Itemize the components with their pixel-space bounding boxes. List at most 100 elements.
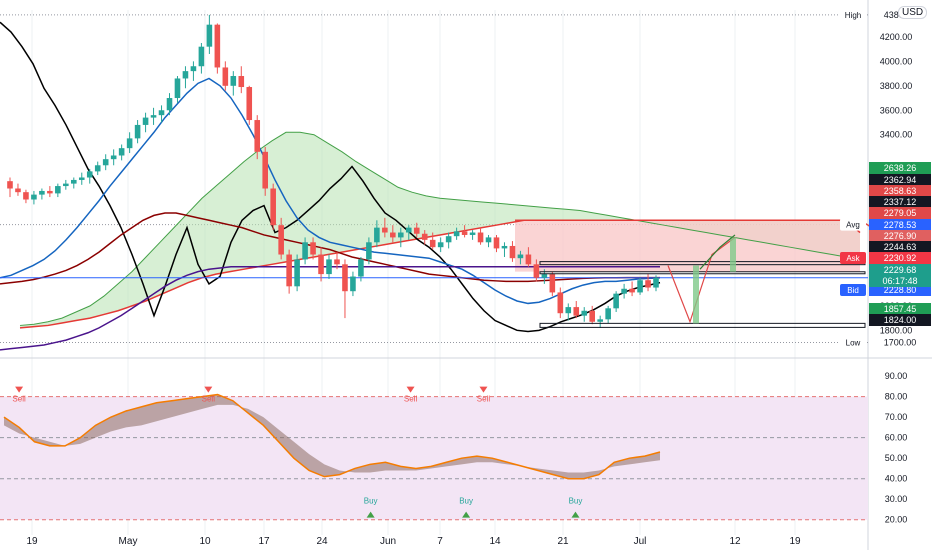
projection-bar (730, 237, 736, 272)
candle-body (597, 319, 603, 322)
sell-marker (479, 386, 488, 393)
x-axis-label: 19 (789, 536, 801, 547)
osc-tick-label: 50.00 (885, 453, 908, 463)
price-value-tag-text: 2279.05 (884, 208, 917, 218)
candle-body (118, 148, 125, 156)
price-value-tag-text: 2278.53 (884, 220, 917, 230)
countdown-bg (869, 275, 931, 287)
oscillator-fill (4, 394, 660, 479)
price-value-tag-bg (869, 162, 931, 174)
price-value-tag-text: 2230.92 (884, 253, 917, 263)
x-axis-label: 7 (437, 536, 443, 547)
candle-body (254, 120, 261, 152)
osc-tick-label: 90.00 (885, 371, 908, 381)
avg-label-text: Avg (846, 221, 860, 230)
buy-label: Buy (364, 496, 378, 505)
price-value-tag-bg (869, 264, 931, 276)
x-axis-label: Jul (634, 536, 647, 547)
sell-marker (15, 386, 24, 393)
candle-body (15, 188, 21, 193)
candle-body (294, 259, 300, 287)
candle-body (421, 233, 428, 240)
price-value-tag-text: 1857.45 (884, 304, 917, 314)
indicator-line-1 (0, 77, 661, 305)
projection-bar (693, 265, 699, 324)
candle-body (645, 280, 651, 288)
currency-button[interactable]: USD (898, 6, 928, 19)
sell-label: Sell (404, 395, 418, 404)
candle-body (238, 76, 245, 88)
candle-body (126, 138, 133, 149)
candle-body (565, 307, 572, 314)
candle-body (86, 171, 93, 178)
sell-marker (406, 386, 415, 393)
candle-body (366, 242, 372, 260)
candle-body (374, 227, 380, 243)
osc-tick-label: 20.00 (885, 515, 908, 525)
candle-body (78, 177, 85, 180)
x-axis-label: 24 (316, 536, 328, 547)
buy-label: Buy (569, 496, 583, 505)
price-value-tag-bg (869, 314, 931, 326)
buy-marker (571, 511, 580, 518)
price-value-tag-text: 2638.26 (884, 163, 917, 173)
price-value-tag-bg (869, 174, 931, 186)
x-axis-label: Jun (380, 536, 396, 547)
candle-body (501, 245, 508, 249)
candle-body (621, 288, 627, 294)
price-value-tag: 2358.63 (869, 185, 931, 197)
price-value-tag-text: 2244.63 (884, 242, 917, 252)
candle-body (549, 274, 556, 293)
avg-label: Avg (840, 218, 866, 231)
low-label-bg (840, 336, 866, 349)
price-tick-label: 1800.00 (880, 325, 913, 335)
candle-body (158, 110, 165, 116)
price-value-tag-text: 2362.94 (884, 175, 917, 185)
x-axis-label: 10 (199, 536, 211, 547)
x-axis-label: 17 (258, 536, 270, 547)
bid-label-bg (840, 284, 866, 296)
ask-label: Ask (840, 252, 866, 264)
price-value-tag-bg (869, 185, 931, 197)
high-label-text: High (845, 11, 861, 20)
candle-body (453, 231, 460, 237)
price-value-tag-bg (869, 219, 931, 231)
price-value-tag: 1824.00 (869, 314, 931, 326)
candle-body (102, 159, 109, 166)
candle-body (206, 24, 213, 47)
candle-body (342, 264, 348, 292)
candle-body (573, 307, 580, 316)
candle-body (262, 151, 268, 189)
candle-body (31, 194, 37, 200)
price-value-tag-text: 2337.12 (884, 197, 917, 207)
candle-body (525, 254, 532, 265)
sell-marker (204, 386, 213, 393)
candle-body (429, 239, 436, 248)
candle-body (55, 186, 61, 194)
candle-body (302, 242, 308, 260)
candle-body (613, 293, 619, 309)
price-value-tag: 2337.12 (869, 196, 931, 208)
low-value-tag: 1700.00 (869, 336, 931, 349)
candle-body (629, 288, 635, 293)
price-value-tag-bg (869, 230, 931, 242)
price-tick-label: 4000.00 (880, 56, 913, 66)
x-axis-label: May (119, 536, 138, 547)
candle-body (461, 231, 468, 235)
cloud-edge-lower (19, 219, 861, 329)
candle-body (318, 254, 324, 275)
candle-body (589, 310, 595, 322)
price-value-tag: 2244.63 (869, 241, 931, 253)
bid-label: Bid (840, 284, 866, 296)
price-value-tag: 2230.92 (869, 252, 931, 264)
buy-label: Buy (459, 496, 473, 505)
candle-body (485, 237, 492, 243)
candle-body (63, 183, 69, 187)
candle-body (637, 280, 643, 293)
sell-label: Sell (477, 395, 491, 404)
candle-body (278, 225, 284, 255)
price-value-tag: 2278.53 (869, 219, 931, 231)
sell-label: Sell (12, 395, 26, 404)
